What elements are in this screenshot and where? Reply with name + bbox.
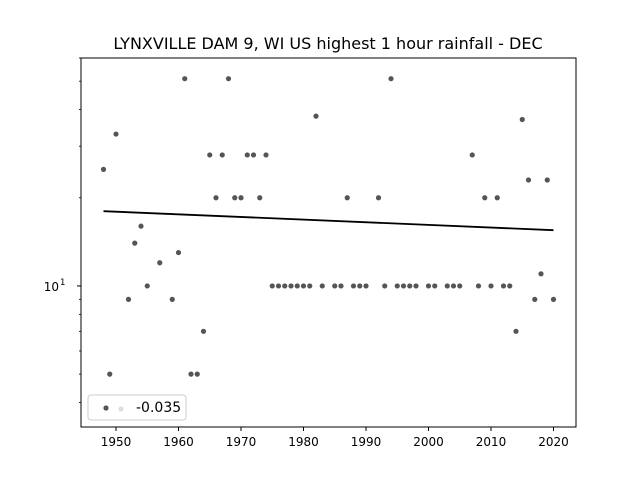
x-tick-label: 2010 [476,435,507,449]
data-point [307,283,313,289]
data-point [432,283,438,289]
data-point [363,283,369,289]
data-point [332,283,338,289]
data-point [250,152,257,158]
data-point [313,113,319,119]
data-point [144,283,150,289]
y-tick-label: 10 [44,280,59,294]
data-point [375,195,382,201]
data-point [469,152,475,158]
data-point [488,283,494,289]
data-point [207,152,213,158]
data-point [175,249,182,256]
data-point [482,195,488,201]
data-point [238,195,244,201]
data-point [494,195,500,201]
plot-frame [80,57,577,428]
data-point [275,283,282,289]
data-point [232,195,238,201]
x-tick-label: 1960 [163,435,194,449]
data-point [394,283,400,289]
x-tick-label: 1970 [226,435,257,449]
data-point [338,283,344,289]
data-point [450,283,457,289]
data-point [357,283,363,289]
data-point [225,76,232,82]
legend-label: -0.035 [136,400,181,416]
data-point [200,328,207,334]
y-tick-label-exponent: 1 [60,278,65,288]
data-point [288,283,294,289]
x-tick-label: 2000 [413,435,444,449]
data-point [213,195,219,201]
data-point [132,240,138,246]
data-point [344,195,350,201]
data-point [263,152,269,158]
data-point [513,328,519,334]
data-point [382,283,388,289]
data-point [519,116,525,123]
data-point [475,283,482,289]
data-point [125,296,132,302]
legend-marker-ghost [118,406,124,412]
data-point [550,296,557,302]
data-point [100,166,107,172]
data-point [525,177,532,183]
data-point [294,283,300,289]
legend-marker [103,405,109,411]
x-tick-label: 1980 [288,435,319,449]
plot-marks [100,76,557,406]
data-point [169,296,175,302]
data-point [269,283,275,289]
data-point [194,371,200,377]
data-point [157,260,163,266]
data-point [425,283,432,289]
data-point [532,296,538,302]
legend-box [87,394,187,421]
data-point [113,131,119,137]
x-tick-label: 1990 [351,435,382,449]
data-point [538,271,544,277]
y-axis: 10 1 [44,57,81,403]
data-point [500,283,507,289]
x-axis: 1950 1960 1970 1980 1990 2000 2010 2020 [101,427,569,449]
data-point [350,283,357,289]
legend: -0.035 [87,394,187,421]
data-point [107,371,113,377]
data-point [400,283,407,289]
x-tick-label: 2020 [538,435,569,449]
x-tick-label: 1950 [101,435,132,449]
data-point [282,283,288,289]
data-point [457,283,463,289]
data-point [407,283,413,289]
trend-line [103,210,554,232]
data-point [413,283,419,289]
data-point [319,283,325,289]
data-point [507,283,513,289]
data-point [444,283,450,289]
data-point [188,371,194,377]
data-point [219,152,225,158]
data-point [544,177,550,183]
data-point [138,223,144,229]
data-point [300,283,307,289]
data-point [257,195,263,201]
chart-title: LYNXVILLE DAM 9, WI US highest 1 hour ra… [113,34,542,53]
data-point [244,152,250,158]
data-point [388,76,394,82]
data-point [182,76,188,82]
